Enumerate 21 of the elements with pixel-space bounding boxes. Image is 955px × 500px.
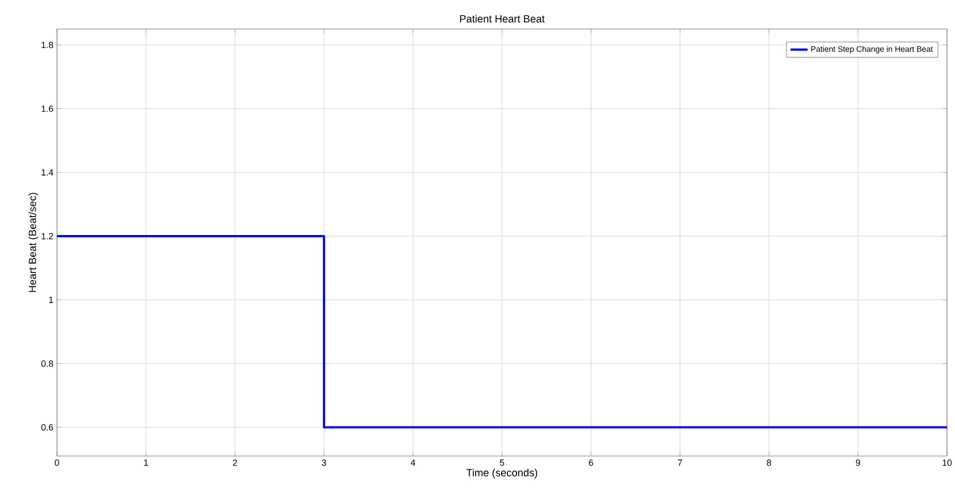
y-tick-label: 1.8 [42, 42, 54, 48]
x-tick-label: 7 [678, 460, 682, 466]
x-tick-label: 5 [500, 460, 504, 466]
y-tick-label: 0.8 [41, 360, 54, 367]
y-tick-label: 1.4 [42, 169, 54, 176]
y-tick-label: 0.6 [41, 424, 54, 430]
x-tick-label: 4 [410, 460, 416, 466]
y-tick-label: 1.2 [42, 232, 54, 240]
y-axis-title: Heart Beat (Beat/sec) [28, 192, 38, 292]
x-tick-label: 3 [322, 460, 326, 466]
y-tick-label: 1.6 [42, 105, 54, 112]
x-tick-label: 10 [942, 460, 952, 466]
x-tick-label: 0 [54, 460, 60, 466]
y-tick-label: 1 [49, 296, 54, 303]
x-tick-label: 1 [144, 460, 148, 466]
x-tick-label: 9 [856, 460, 860, 466]
x-tick-label: 8 [766, 460, 772, 466]
x-axis-title: Time (seconds) [466, 468, 538, 478]
x-tick-label: 6 [588, 460, 594, 466]
x-tick-label: 2 [232, 460, 238, 466]
chart-title: Patient Heart Beat [460, 14, 545, 23]
